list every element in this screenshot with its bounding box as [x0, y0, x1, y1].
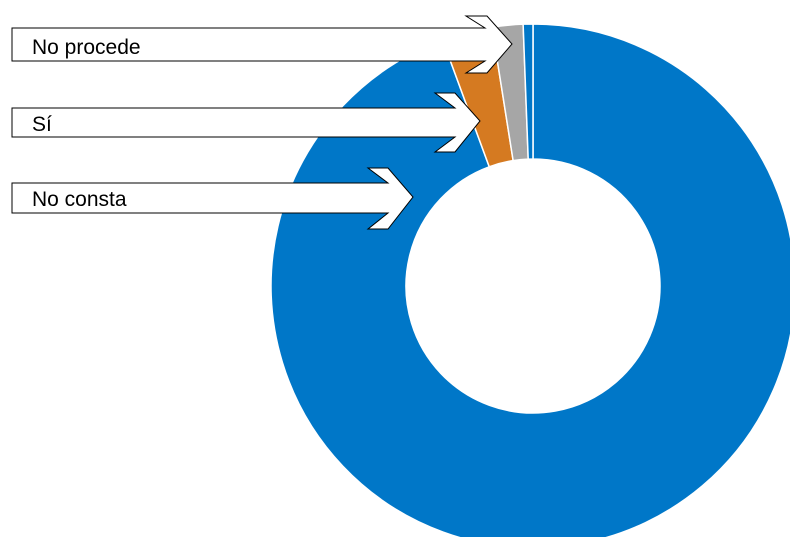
callout-no-procede: No procede: [11, 15, 513, 74]
donut-slice-1: [270, 23, 790, 537]
donut-slices: [270, 23, 790, 537]
callout-label-no-consta: No consta: [32, 188, 127, 211]
callout-si: Sí: [11, 92, 481, 153]
callout-arrow-si: [11, 92, 481, 153]
callout-label-no-procede: No procede: [32, 36, 141, 59]
callout-no-consta: No consta: [11, 167, 414, 230]
callout-label-si: Sí: [32, 113, 52, 136]
callout-arrow-no-consta: [11, 167, 414, 230]
callout-labels: No procede Sí No consta: [11, 15, 513, 230]
callout-arrow-no-procede: [11, 15, 513, 74]
donut-slice-4: [522, 23, 534, 160]
